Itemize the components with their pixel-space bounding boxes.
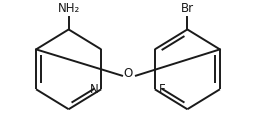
Text: O: O xyxy=(123,67,133,80)
Text: N: N xyxy=(90,83,98,96)
Text: F: F xyxy=(159,83,165,96)
Text: Br: Br xyxy=(181,2,194,15)
Text: NH₂: NH₂ xyxy=(58,2,80,15)
